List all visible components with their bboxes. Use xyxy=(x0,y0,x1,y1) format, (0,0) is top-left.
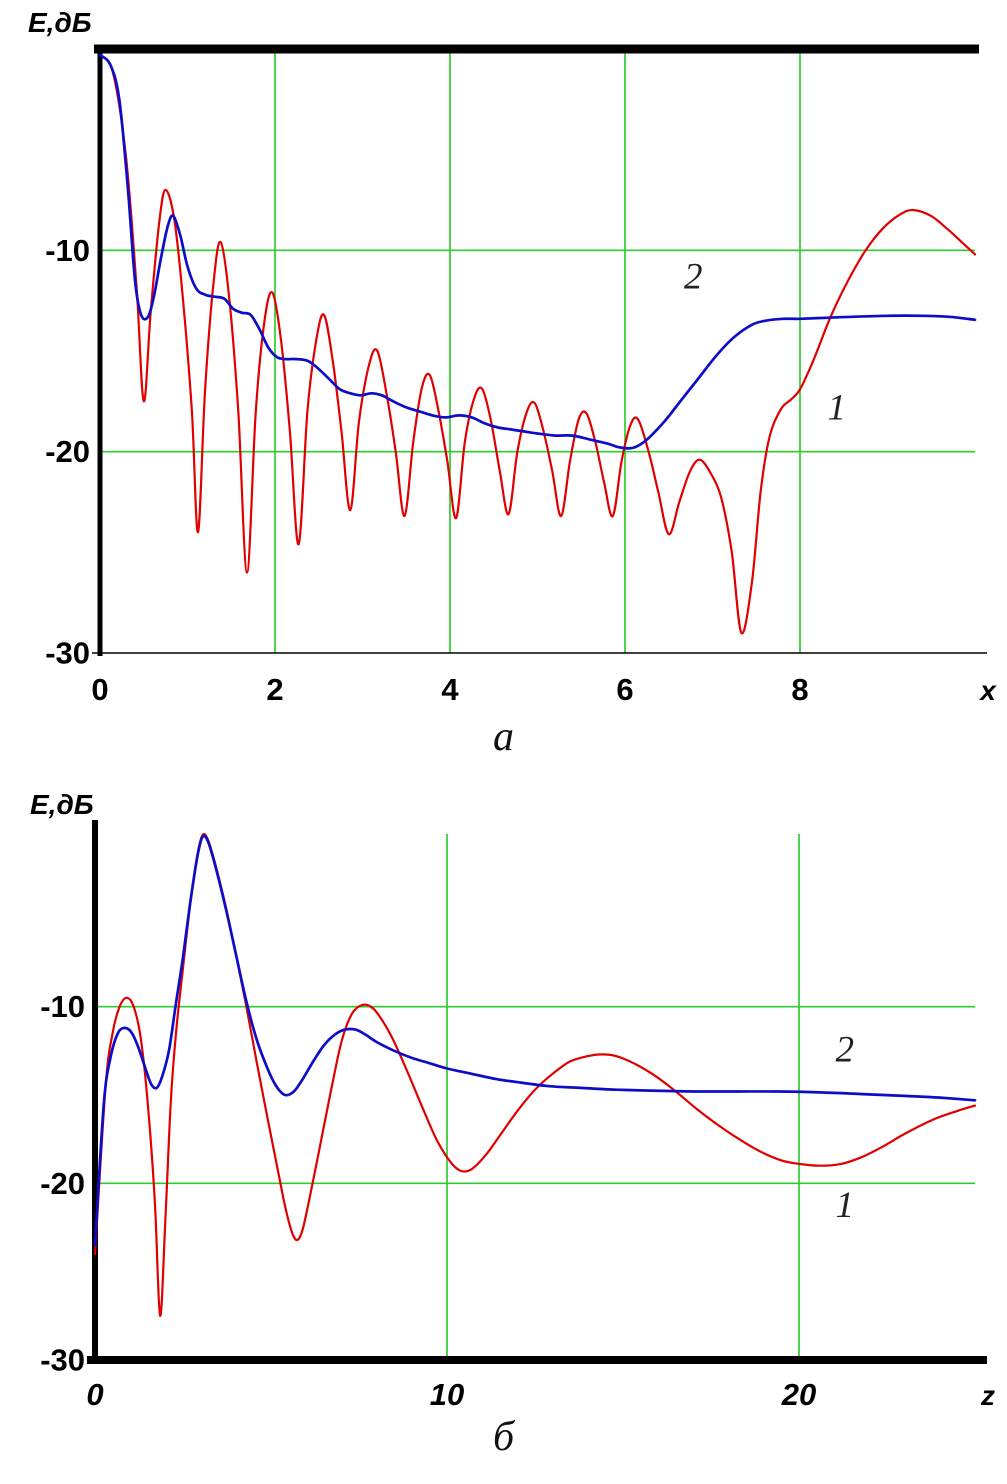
x-tick-label: 0 xyxy=(86,1377,103,1412)
series-label-1: 1 xyxy=(828,388,847,429)
x-axis-title: z xyxy=(980,1380,995,1411)
chart-a-panel: 1 2 0 2 4 6 8 -10 -20 -30 x E,дБ а xyxy=(0,4,1007,758)
series-path-1 xyxy=(98,53,977,635)
chart-a-caption: а xyxy=(493,714,514,760)
y-tick-label: -30 xyxy=(45,636,90,671)
series-label-2: 2 xyxy=(684,257,703,298)
y-axis-title: E,дБ xyxy=(30,789,94,820)
series-path-2 xyxy=(98,53,977,450)
y-tick-label: -10 xyxy=(45,233,90,268)
y-tick-label: -20 xyxy=(40,1166,85,1201)
series-path-1 xyxy=(93,832,977,1317)
series-path-2 xyxy=(93,834,977,1247)
y-tick-label: -10 xyxy=(40,989,85,1024)
chart-a-canvas: 1 2 0 2 4 6 8 -10 -20 -30 x E,дБ xyxy=(28,7,997,707)
x-tick-label: 6 xyxy=(616,672,633,707)
x-tick-label: 2 xyxy=(266,672,283,707)
x-tick-label: 0 xyxy=(91,672,108,707)
chart-b-panel: 1 2 0 10 20 -10 -20 -30 z E,дБ б xyxy=(0,764,1007,1458)
x-tick-label: 20 xyxy=(781,1377,816,1412)
x-tick-label: 10 xyxy=(430,1377,464,1412)
y-axis-title: E,дБ xyxy=(28,7,92,38)
x-axis-title: x xyxy=(978,675,997,706)
chart-b-caption: б xyxy=(492,1414,515,1460)
x-tick-label: 4 xyxy=(441,672,459,707)
y-tick-label: -20 xyxy=(45,434,90,469)
series-label-2: 2 xyxy=(836,1029,855,1070)
series-label-1: 1 xyxy=(836,1185,855,1226)
x-tick-label: 8 xyxy=(791,672,808,707)
y-tick-label: -30 xyxy=(40,1343,85,1378)
